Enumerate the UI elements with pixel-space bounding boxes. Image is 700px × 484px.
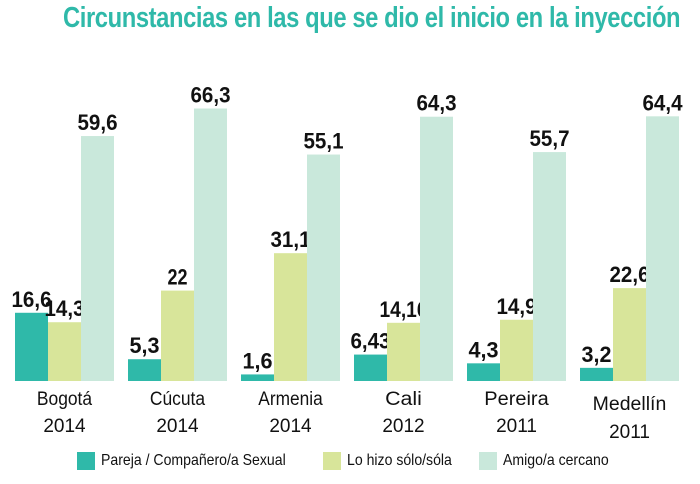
category-label-city: Cali bbox=[385, 389, 422, 410]
legend-item-amigo: Amigo/a cercano bbox=[478, 452, 623, 470]
data-label: 55,1 bbox=[304, 129, 344, 154]
category-label-year: 2014 bbox=[43, 416, 86, 437]
bar-group-pereira: 4,3 14,9 55,7 bbox=[467, 126, 570, 381]
legend: Pareja / Compañero/a Sexual Lo hizo sólo… bbox=[0, 452, 700, 470]
data-label: 64,3 bbox=[417, 91, 457, 116]
bar-bogota-series-0 bbox=[15, 312, 48, 381]
data-label: 5,3 bbox=[130, 333, 160, 358]
category-label-year: 2011 bbox=[496, 416, 537, 437]
category-label-year: 2014 bbox=[269, 416, 312, 437]
category-label-city: Medellín bbox=[593, 394, 667, 415]
bar-medellin-series-2 bbox=[646, 116, 679, 381]
data-label: 59,6 bbox=[78, 110, 118, 135]
bar-cali-series-0 bbox=[354, 354, 387, 381]
bar-group-medellin: 3,2 22,6 64,4 bbox=[580, 90, 683, 381]
category-label-year: 2011 bbox=[609, 422, 650, 443]
legend-swatch bbox=[323, 452, 342, 470]
data-label: 14,16 bbox=[380, 297, 428, 322]
bar-medellin-series-0 bbox=[580, 367, 613, 381]
bar-pereira-series-2 bbox=[533, 152, 566, 381]
bar-bogota-series-2 bbox=[81, 136, 114, 381]
bar-group-cucuta: 5,3 22 66,3 bbox=[128, 83, 231, 381]
legend-item-pareja: Pareja / Compañero/a Sexual bbox=[77, 452, 311, 470]
bar-cucuta-series-0 bbox=[128, 359, 161, 381]
bar-bogota-series-1 bbox=[48, 322, 81, 381]
bar-group-armenia: 1,6 31,1 55,1 bbox=[241, 129, 344, 381]
bar-group-cali: 6,43 14,16 64,3 bbox=[351, 91, 457, 382]
data-label: 55,7 bbox=[530, 126, 570, 151]
bar-armenia-series-2 bbox=[307, 154, 340, 381]
data-label: 64,4 bbox=[643, 90, 684, 115]
bar-group-bogota: 16,614,3 59,6 bbox=[12, 110, 118, 381]
data-label: 22,6 bbox=[610, 262, 650, 287]
bar-pereira-series-1 bbox=[500, 319, 533, 381]
bar-armenia-series-0 bbox=[241, 374, 274, 381]
category-label-year: 2012 bbox=[382, 416, 424, 437]
data-label: 3,2 bbox=[582, 342, 612, 367]
legend-swatch bbox=[478, 452, 497, 470]
legend-item-solo: Lo hizo sólo/sóla bbox=[323, 452, 466, 470]
bar-cucuta-series-2 bbox=[194, 108, 227, 381]
chart-title: Circunstancias en las que se dio el inic… bbox=[63, 2, 681, 34]
bar-chart: 16,614,3 59,6 Bogotá 2014 5,3 22 66,3 Cúcuta 201… bbox=[12, 83, 684, 443]
bar-medellin-series-1 bbox=[613, 288, 646, 381]
data-label: 6,43 bbox=[351, 329, 391, 354]
data-label: 22 bbox=[168, 265, 188, 290]
category-label-city: Bogotá bbox=[37, 389, 93, 410]
legend-label: Lo hizo sólo/sóla bbox=[347, 452, 453, 469]
bar-pereira-series-0 bbox=[467, 363, 500, 381]
category-label-city: Cúcuta bbox=[150, 389, 206, 410]
data-label: 4,3 bbox=[469, 337, 499, 362]
bar-armenia-series-1 bbox=[274, 253, 307, 381]
data-label: 14,9 bbox=[497, 294, 537, 319]
category-label-city: Armenia bbox=[258, 389, 323, 410]
bar-cucuta-series-1 bbox=[161, 290, 194, 381]
legend-label: Amigo/a cercano bbox=[502, 452, 609, 469]
category-label-year: 2014 bbox=[156, 416, 199, 437]
data-label: 31,1 bbox=[271, 227, 311, 252]
category-label-city: Pereira bbox=[484, 389, 549, 410]
bar-cali-series-1 bbox=[387, 322, 420, 381]
data-label: 16,6 bbox=[12, 287, 52, 312]
data-label: 66,3 bbox=[191, 83, 231, 108]
data-label: 14,3 bbox=[45, 296, 85, 321]
legend-swatch bbox=[77, 452, 96, 470]
bar-cali-series-2 bbox=[420, 116, 453, 382]
data-label: 1,6 bbox=[243, 348, 273, 373]
legend-label: Pareja / Compañero/a Sexual bbox=[101, 452, 287, 469]
